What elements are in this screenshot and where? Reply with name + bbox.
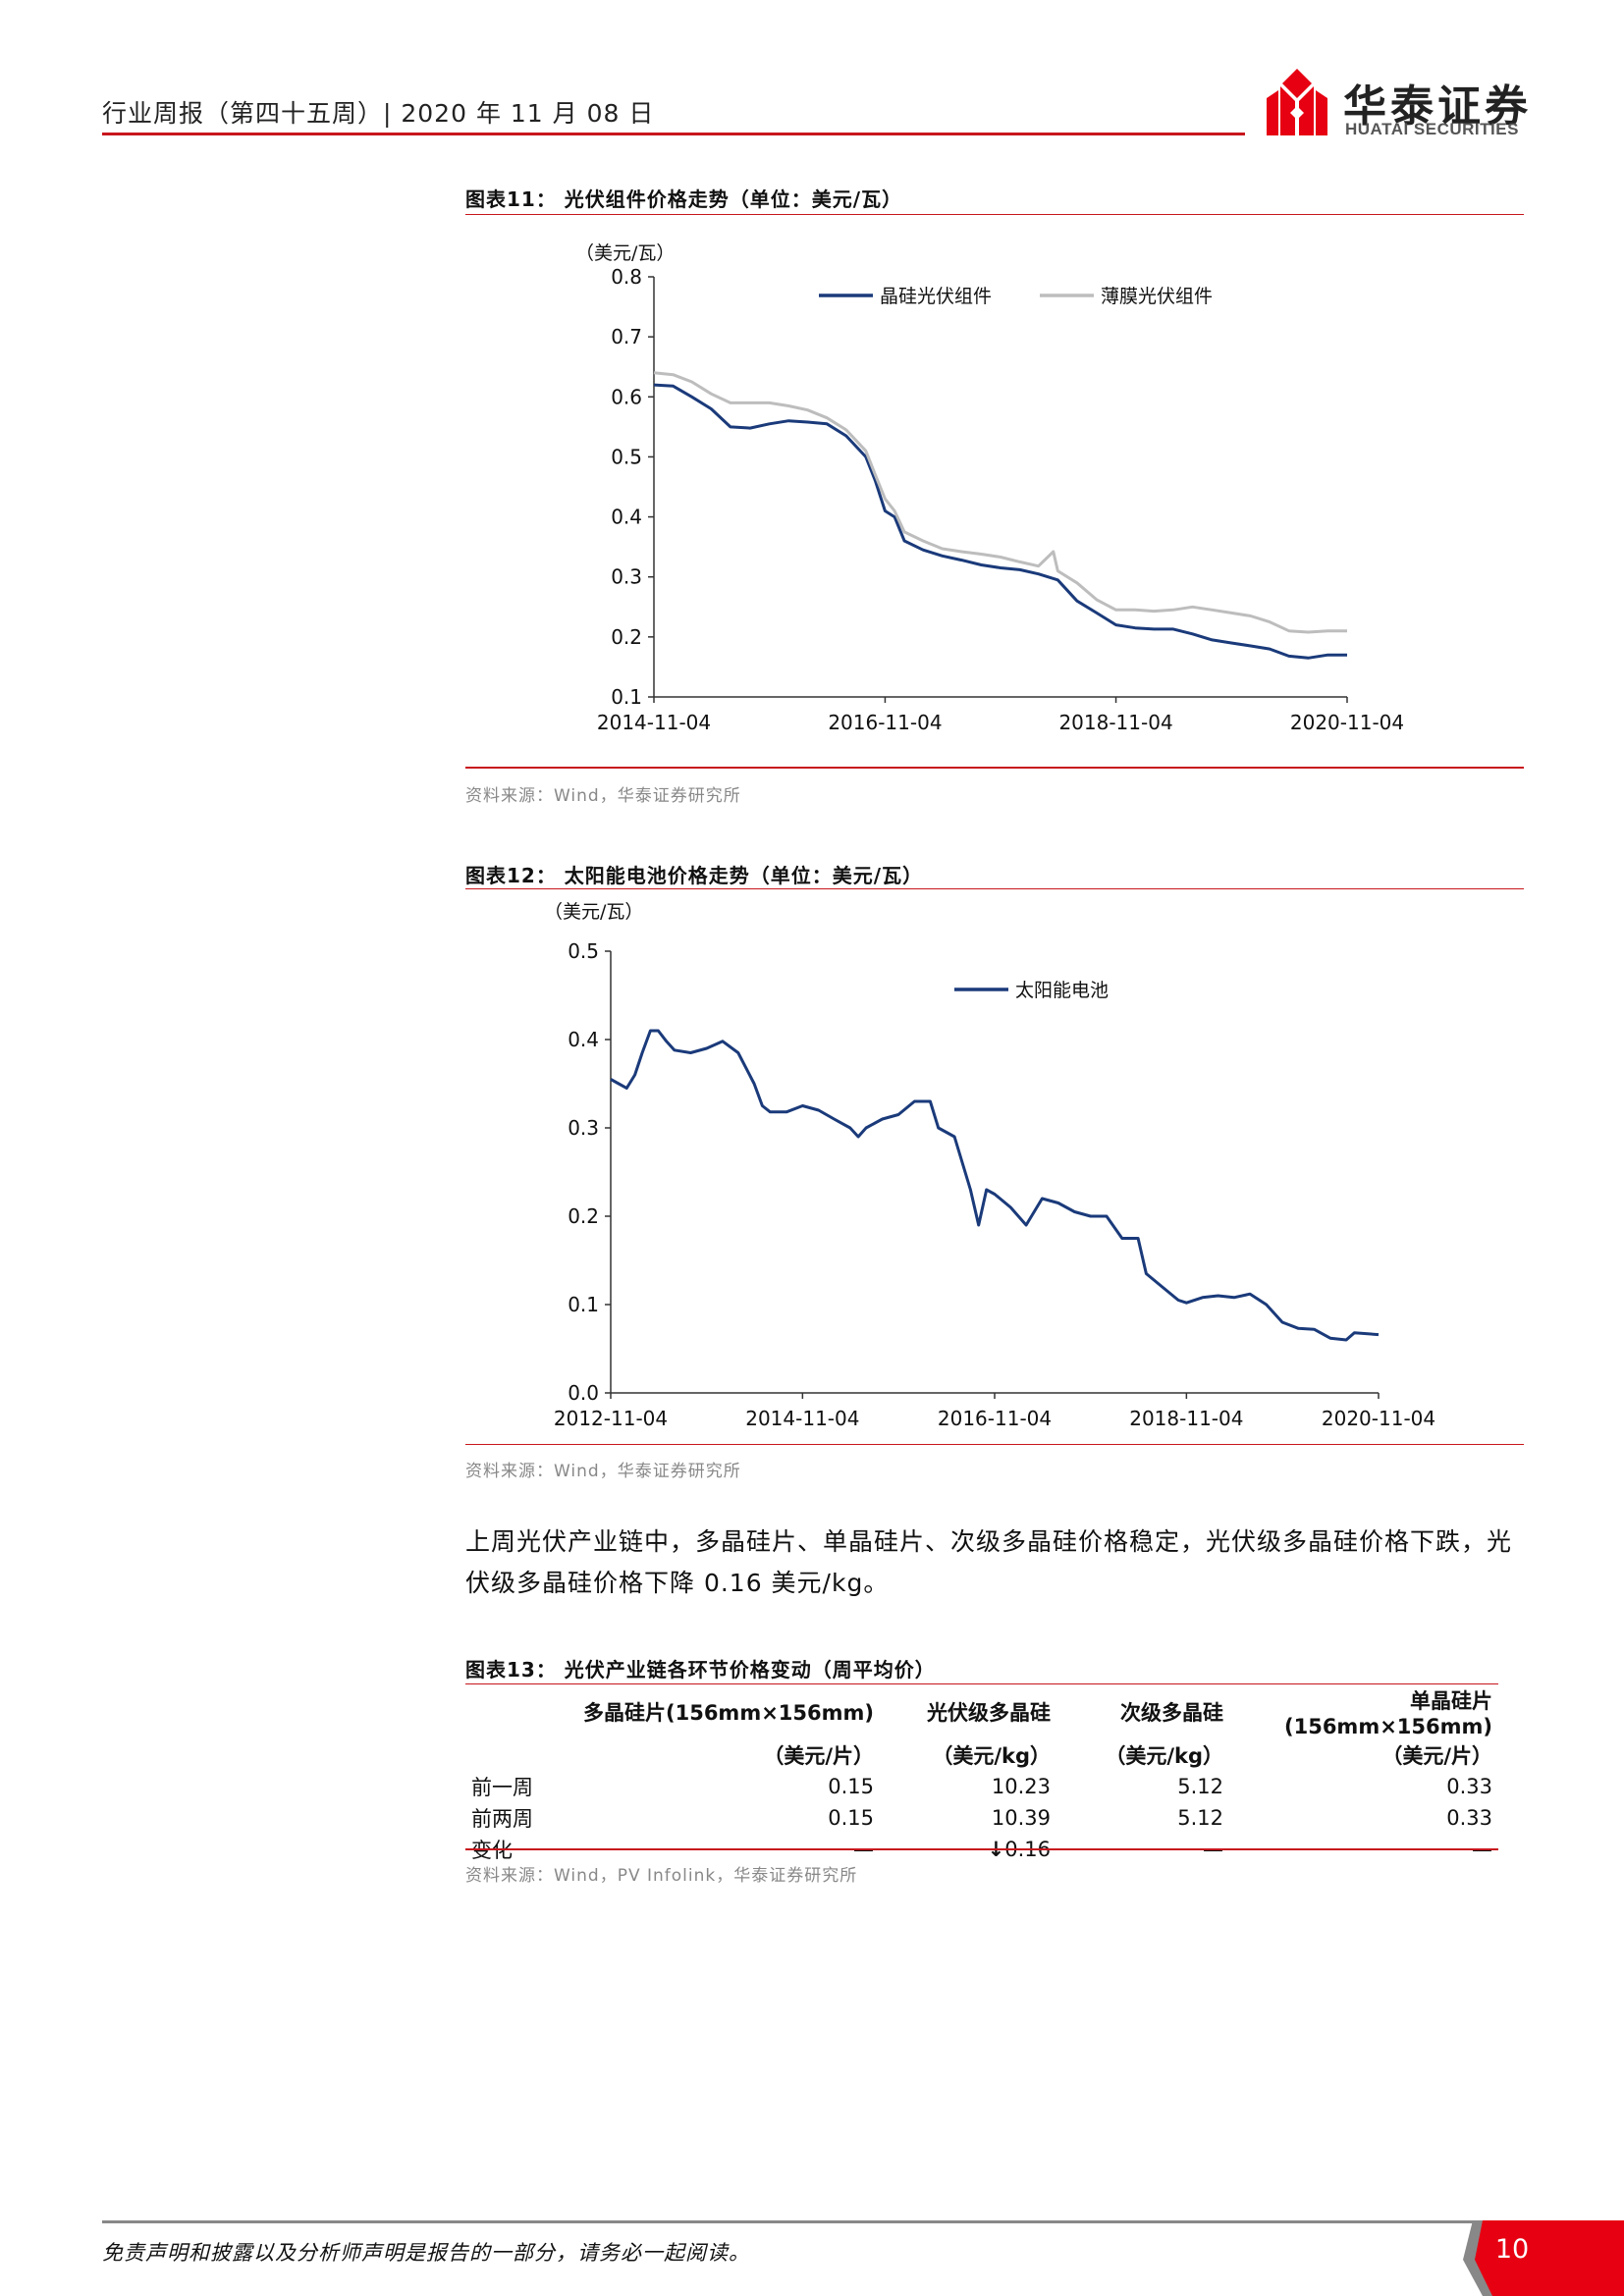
y-tick-label: 0.7: [611, 325, 642, 348]
footer-rule: [102, 2220, 1477, 2223]
table-unit-cell: （美元/片）: [1381, 1743, 1492, 1768]
y-unit-label: （美元/瓦）: [575, 242, 675, 264]
y-tick-label: 0.2: [611, 625, 642, 649]
x-tick-label: 2014-11-04: [597, 711, 711, 734]
table-unit-row: （美元/片） （美元/kg） （美元/kg） （美元/片）: [465, 1738, 1498, 1771]
figure-11-source: 资料来源：Wind，华泰证券研究所: [465, 786, 741, 806]
table-header-row: 多晶硅片(156mm×156mm) 光伏级多晶硅 次级多晶硅 单晶硅片(156m…: [465, 1685, 1498, 1738]
table-header-cell: 单晶硅片(156mm×156mm): [1284, 1689, 1492, 1738]
y-tick-label: 0.5: [568, 939, 599, 963]
y-tick-label: 0.8: [611, 265, 642, 289]
y-tick-label: 0.5: [611, 445, 642, 468]
table-unit-cell: （美元/kg）: [932, 1743, 1051, 1768]
y-tick-label: 0.1: [611, 685, 642, 709]
solar-cell-price-chart: （美元/瓦） 0.0 0.1 0.2 0.3 0.4 0.5 2012-11-04 2014-1…: [544, 901, 1435, 1430]
table-cell: 10.23: [991, 1775, 1051, 1798]
table-13-source: 资料来源：Wind，PV Infolink，华泰证券研究所: [465, 1866, 858, 1886]
table-header-cell: 次级多晶硅: [1120, 1701, 1223, 1725]
x-tick-label: 2012-11-04: [554, 1407, 668, 1430]
figure-11-title: 图表11： 光伏组件价格走势（单位：美元/瓦）: [465, 187, 903, 211]
page-number-badge: [1463, 2220, 1624, 2296]
table-cell: 5.12: [1177, 1806, 1223, 1830]
y-unit-label: （美元/瓦）: [544, 901, 643, 923]
page-number: 10: [1494, 2234, 1530, 2265]
figure-12-top-rule: [465, 888, 1524, 889]
x-tick-label: 2020-11-04: [1322, 1407, 1435, 1430]
table-unit-cell: （美元/片）: [763, 1743, 874, 1768]
y-tick-label: 0.6: [611, 385, 642, 408]
legend-label: 薄膜光伏组件: [1101, 286, 1213, 307]
series-line-1: [610, 1029, 1380, 1342]
table-row: 前一周 0.15 10.23 5.12 0.33: [465, 1771, 1498, 1802]
huatai-logo-icon: [1267, 69, 1327, 135]
logo-english-text: HUATAI SECURITIES: [1345, 120, 1519, 138]
y-tick-label: 0.3: [568, 1116, 599, 1140]
logo-chinese-text: 华泰证券: [1343, 81, 1532, 132]
table-top-rule: [465, 1683, 1498, 1684]
table-row: 前两周 0.15 10.39 5.12 0.33: [465, 1802, 1498, 1834]
table-cell: 0.33: [1446, 1806, 1492, 1830]
figure-11-top-rule: [465, 214, 1524, 215]
table-header-cell: 光伏级多晶硅: [927, 1701, 1051, 1725]
report-header-title: 行业周报（第四十五周）| 2020 年 11 月 08 日: [102, 99, 655, 128]
price-change-table: 多晶硅片(156mm×156mm) 光伏级多晶硅 次级多晶硅 单晶硅片(156m…: [465, 1685, 1498, 1865]
row-label: 变化: [471, 1839, 513, 1862]
summary-paragraph: 上周光伏产业链中，多晶硅片、单晶硅片、次级多晶硅价格稳定，光伏级多晶硅价格下跌，…: [465, 1527, 1513, 1597]
x-tick-label: 2016-11-04: [938, 1407, 1052, 1430]
footer-disclaimer: 免责声明和披露以及分析师声明是报告的一部分，请务必一起阅读。: [102, 2241, 750, 2265]
x-tick-label: 2018-11-04: [1058, 711, 1172, 734]
y-tick-label: 0.1: [568, 1293, 599, 1316]
brand-logo: 华泰证券 HUATAI SECURITIES: [1267, 69, 1532, 143]
module-price-chart: （美元/瓦） 0.1 0.2 0.3 0.4 0.5 0.6 0.7 0.8 2014-11-04…: [575, 242, 1404, 734]
legend-label: 晶硅光伏组件: [880, 286, 992, 307]
table-cell: 5.12: [1177, 1775, 1223, 1798]
table-header-cell: 多晶硅片(156mm×156mm): [583, 1701, 874, 1725]
x-tick-label: 2018-11-04: [1129, 1407, 1243, 1430]
y-tick-label: 0.4: [568, 1028, 599, 1051]
table-bottom-rule: [465, 1848, 1498, 1850]
figure-12-bottom-rule: [465, 1444, 1524, 1445]
x-tick-label: 2014-11-04: [745, 1407, 859, 1430]
x-tick-label: 2016-11-04: [828, 711, 942, 734]
x-tick-label: 2020-11-04: [1290, 711, 1404, 734]
series-line-2: [653, 371, 1347, 634]
table-cell: 0.33: [1446, 1775, 1492, 1798]
row-label: 前两周: [471, 1807, 533, 1831]
table-cell: 10.39: [991, 1806, 1051, 1830]
y-tick-label: 0.0: [568, 1381, 599, 1405]
figure-12-source: 资料来源：Wind，华泰证券研究所: [465, 1462, 741, 1481]
table-header-cell: [465, 1685, 554, 1738]
y-tick-label: 0.3: [611, 565, 642, 589]
table-unit-cell: （美元/kg）: [1105, 1743, 1223, 1768]
figure-11-bottom-rule: [465, 767, 1524, 769]
table-cell: 0.15: [828, 1806, 874, 1830]
table-unit-cell: [465, 1738, 554, 1771]
y-tick-label: 0.2: [568, 1204, 599, 1228]
table-13-title: 图表13： 光伏产业链各环节价格变动（周平均价）: [465, 1658, 936, 1682]
table-cell: 0.15: [828, 1775, 874, 1798]
figure-12-title: 图表12： 太阳能电池价格走势（单位：美元/瓦）: [465, 864, 924, 887]
legend-label: 太阳能电池: [1015, 980, 1109, 1001]
header-rule: [102, 133, 1245, 135]
y-tick-label: 0.4: [611, 506, 642, 529]
series-line-1: [653, 383, 1347, 660]
row-label: 前一周: [471, 1776, 533, 1799]
